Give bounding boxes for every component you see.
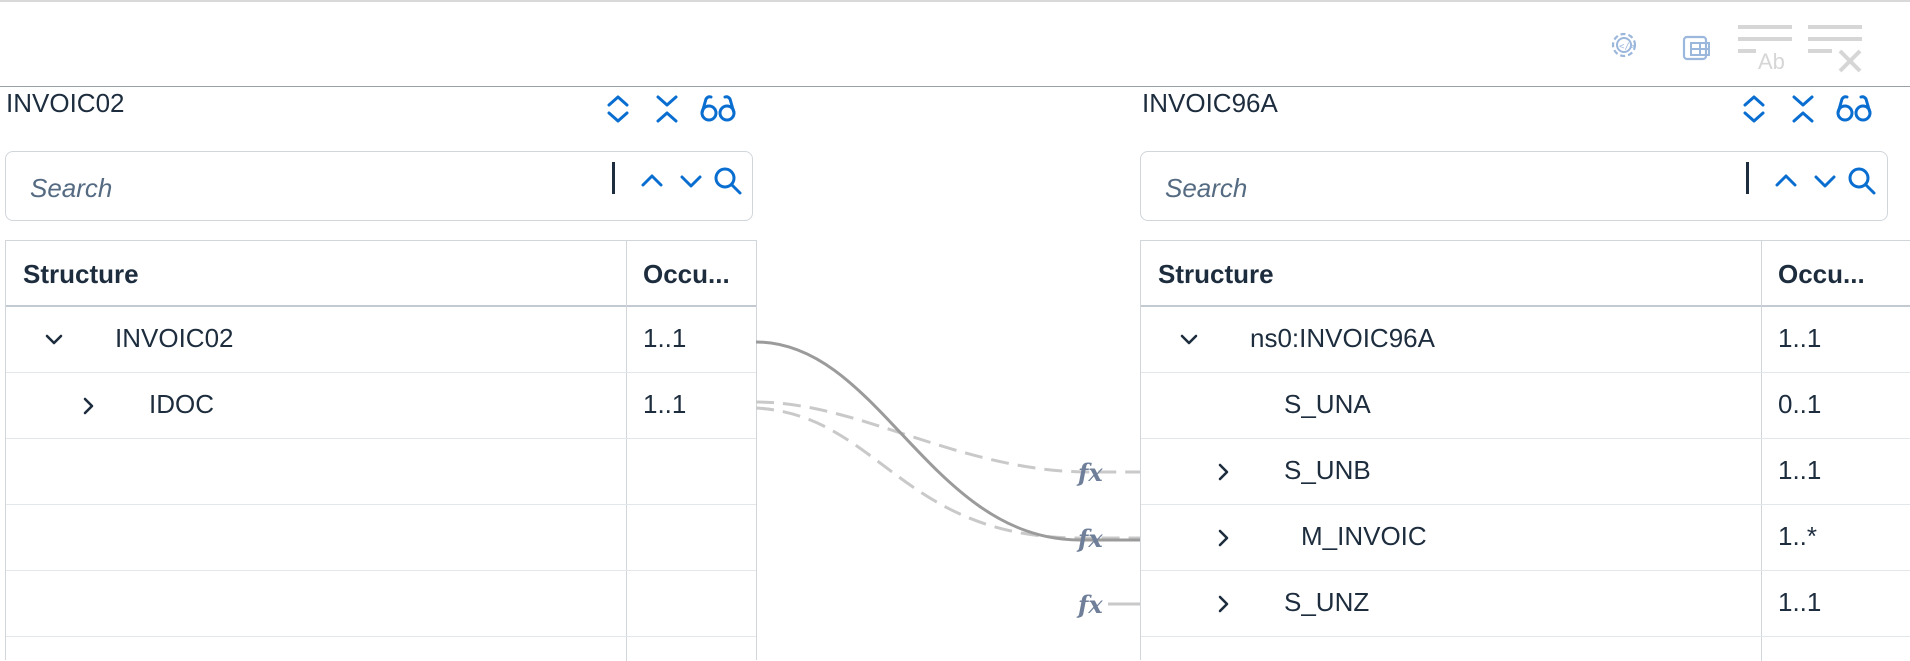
occurrence-value: 1..1 (1778, 323, 1822, 353)
function-icon-s-unb[interactable]: fx (1078, 458, 1103, 487)
chevron-down-icon (45, 334, 63, 345)
target-search-field (1140, 151, 1888, 221)
top-border (0, 0, 1910, 2)
target-search-next-button[interactable] (1807, 162, 1843, 200)
chevron-up-icon (1775, 174, 1797, 187)
occurrence-value: 1..1 (1778, 455, 1822, 485)
chevron-down-icon (1180, 334, 1198, 345)
target-collapse-all-button[interactable] (1786, 92, 1820, 126)
table-layout-button[interactable] (1672, 20, 1720, 74)
chevron-down-icon (1814, 175, 1836, 188)
source-expand-all-button[interactable] (601, 92, 635, 126)
table-row[interactable]: S_UNZ 1..1 (1141, 571, 1910, 637)
source-search-button[interactable] (710, 162, 746, 200)
occurrence-value: 1..1 (643, 323, 687, 353)
source-search-input[interactable] (28, 166, 602, 210)
text-cursor (1746, 162, 1749, 194)
svg-text:Ab: Ab (1758, 49, 1785, 73)
node-label: ns0:INVOIC96A (1250, 323, 1435, 353)
collapse-all-icon (1792, 95, 1814, 123)
expand-toggle[interactable] (74, 391, 104, 421)
target-show-fields-button[interactable] (1834, 92, 1874, 126)
expand-toggle[interactable] (39, 325, 69, 355)
target-expand-all-button[interactable] (1737, 92, 1771, 126)
table-row[interactable]: ns0:INVOIC96A 1..1 (1141, 307, 1910, 373)
glasses-icon (700, 95, 736, 122)
column-divider (1761, 241, 1762, 661)
column-header-structure[interactable]: Structure (1158, 259, 1274, 289)
occurrence-value: 1..1 (1778, 587, 1822, 617)
table-row[interactable]: INVOIC02 1..1 (6, 307, 756, 373)
search-icon (1848, 167, 1876, 195)
svg-text:</>: </> (1619, 42, 1636, 52)
chevron-down-icon (680, 175, 702, 188)
expand-toggle[interactable] (1174, 325, 1204, 355)
xslt-settings-icon: </> (1611, 32, 1637, 58)
table-row[interactable]: S_UNA 0..1 (1141, 373, 1910, 439)
source-search-field (5, 151, 753, 221)
collapse-all-icon (656, 95, 678, 123)
source-show-fields-button[interactable] (698, 92, 738, 126)
column-header-occurrence[interactable]: Occu... (1778, 259, 1865, 289)
clear-text-filter-button[interactable]: Ab (1736, 20, 1796, 74)
occurrence-value: 1..1 (643, 389, 687, 419)
source-structure-title: INVOIC02 (6, 88, 125, 118)
table-row-empty (6, 505, 756, 571)
column-header-structure[interactable]: Structure (23, 259, 139, 289)
occurrence-value: 0..1 (1778, 389, 1822, 419)
occurrence-value: 1..* (1778, 521, 1818, 551)
source-search-previous-button[interactable] (634, 162, 670, 200)
glasses-icon (1836, 95, 1872, 122)
chevron-right-icon (1218, 463, 1229, 481)
text-cursor (612, 162, 615, 194)
node-label: M_INVOIC (1301, 521, 1427, 551)
table-header: Structure Occu... (1141, 241, 1910, 307)
expand-toggle[interactable] (1209, 523, 1239, 553)
node-label: S_UNA (1284, 389, 1371, 419)
function-icon-m-invoic[interactable]: fx (1078, 524, 1103, 553)
clear-filter-icon (1808, 25, 1862, 73)
chevron-right-icon (83, 397, 94, 415)
target-search-button[interactable] (1844, 162, 1880, 200)
target-structure-table: Structure Occu... ns0:INVOIC96A 1..1 S_U… (1140, 240, 1910, 661)
table-row-empty (6, 439, 756, 505)
table-row[interactable]: IDOC 1..1 (6, 373, 756, 439)
node-label: S_UNZ (1284, 587, 1370, 617)
table-header: Structure Occu... (6, 241, 756, 307)
source-collapse-all-button[interactable] (650, 92, 684, 126)
column-divider (626, 241, 627, 661)
table-row[interactable]: S_UNB 1..1 (1141, 439, 1910, 505)
clear-filter-button[interactable] (1806, 20, 1866, 74)
node-label: IDOC (149, 389, 214, 419)
expand-collapse-icon (607, 95, 629, 123)
target-search-previous-button[interactable] (1768, 162, 1804, 200)
expand-collapse-icon (1743, 95, 1765, 123)
node-label: INVOIC02 (115, 323, 234, 353)
clear-text-filter-icon: Ab (1738, 25, 1792, 73)
expand-toggle[interactable] (1209, 589, 1239, 619)
table-row[interactable]: M_INVOIC 1..* (1141, 505, 1910, 571)
column-header-occurrence[interactable]: Occu... (643, 259, 730, 289)
mapping-line-invoic02-to-m-invoic[interactable] (755, 340, 1140, 542)
search-icon (714, 167, 742, 195)
function-icon-s-unz[interactable]: fx (1078, 590, 1103, 619)
xslt-settings-button[interactable]: </> (1602, 20, 1650, 74)
source-search-next-button[interactable] (673, 162, 709, 200)
table-layout-icon (1682, 35, 1710, 61)
expand-toggle[interactable] (1209, 457, 1239, 487)
mapping-toolbar: </> Ab (0, 2, 1910, 87)
table-row-empty (6, 571, 756, 637)
target-structure-title: INVOIC96A (1142, 88, 1278, 118)
node-label: S_UNB (1284, 455, 1371, 485)
chevron-right-icon (1218, 529, 1229, 547)
source-structure-table: Structure Occu... INVOIC02 1..1 IDOC 1..… (5, 240, 757, 661)
chevron-right-icon (1218, 595, 1229, 613)
target-search-input[interactable] (1163, 166, 1737, 210)
chevron-up-icon (641, 174, 663, 187)
